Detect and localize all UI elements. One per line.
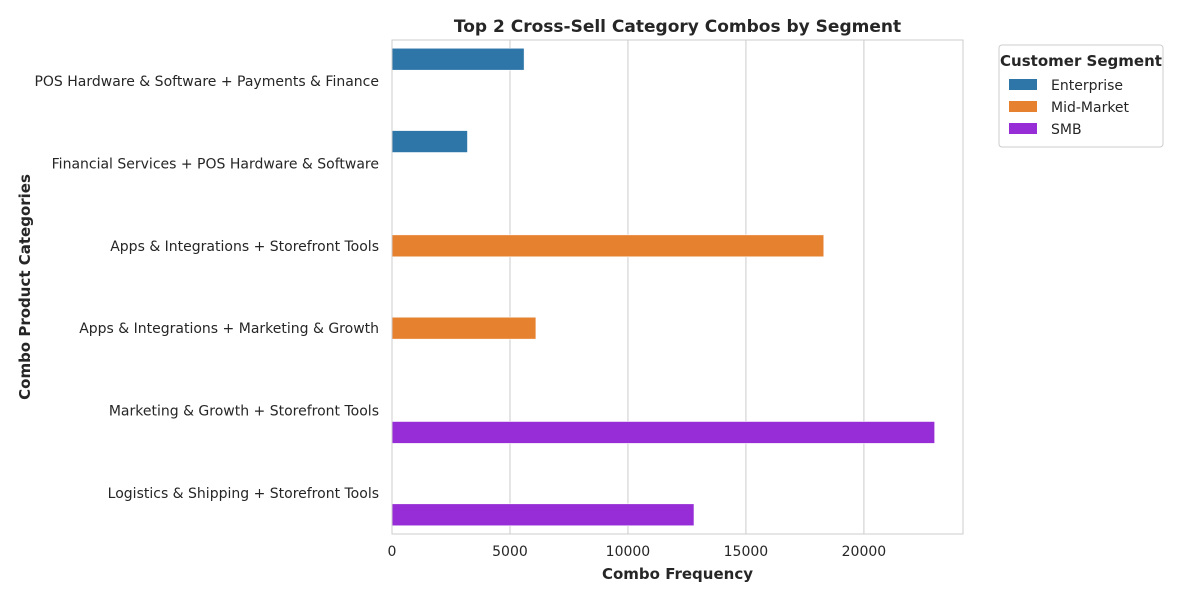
legend-swatch: [1009, 79, 1037, 90]
bars: [391, 47, 935, 527]
bar-enterprise: [391, 130, 468, 153]
legend-title: Customer Segment: [1000, 52, 1162, 70]
chart-title: Top 2 Cross-Sell Category Combos by Segm…: [454, 17, 901, 37]
x-axis-title: Combo Frequency: [602, 565, 753, 583]
legend-items: Enterprise Mid-Market SMB: [1009, 78, 1130, 138]
x-tick-label: 15000: [724, 544, 769, 560]
legend-label: SMB: [1051, 122, 1082, 138]
category-label: Logistics & Shipping + Storefront Tools: [108, 486, 379, 502]
legend-swatch: [1009, 101, 1037, 112]
category-labels: POS Hardware & Software + Payments & Fin…: [34, 74, 379, 502]
legend-swatch: [1009, 123, 1037, 134]
legend-box: [998, 44, 1164, 148]
category-label: Apps & Integrations + Storefront Tools: [110, 239, 379, 255]
bar-enterprise: [391, 47, 525, 71]
bar-mid-market: [391, 316, 537, 340]
gridlines: [509, 40, 865, 534]
x-tick-label: 20000: [842, 544, 887, 560]
category-label: POS Hardware & Software + Payments & Fin…: [34, 74, 379, 90]
bar-smb: [391, 421, 935, 444]
x-tick-label: 0: [388, 544, 397, 560]
category-label: Marketing & Growth + Storefront Tools: [109, 404, 379, 420]
bar-smb: [391, 503, 695, 527]
legend: Customer Segment Enterprise Mid-Market SMB: [998, 44, 1164, 148]
x-tick-labels: 0 5000 10000 15000 20000: [388, 544, 887, 560]
legend-label: Mid-Market: [1051, 100, 1130, 116]
category-label: Financial Services + POS Hardware & Soft…: [52, 157, 379, 173]
bar-mid-market: [391, 234, 825, 258]
plot-frame: [391, 39, 964, 535]
legend-label: Enterprise: [1051, 78, 1123, 94]
y-axis-title: Combo Product Categories: [16, 174, 34, 400]
x-tick-label: 5000: [492, 544, 528, 560]
x-tick-label: 10000: [606, 544, 651, 560]
category-label: Apps & Integrations + Marketing & Growth: [79, 321, 379, 337]
